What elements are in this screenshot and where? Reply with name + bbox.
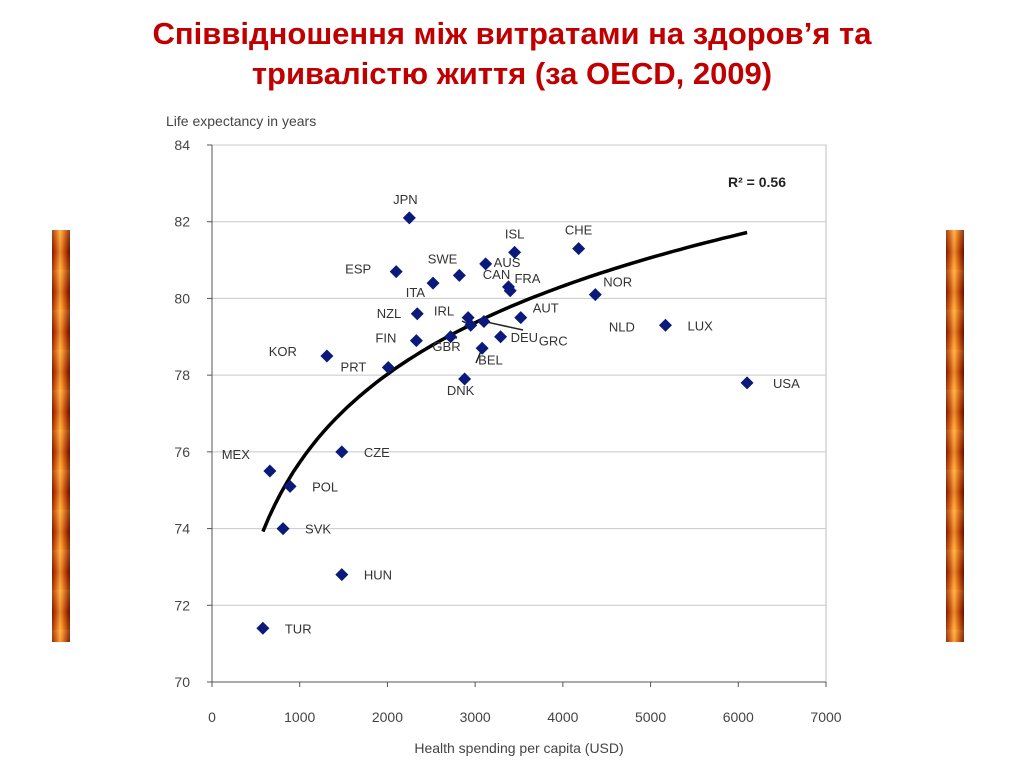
x-tick-label: 7000 xyxy=(810,709,841,725)
point-label-ita: ITA xyxy=(406,285,426,300)
point-label-lux: LUX xyxy=(687,318,713,333)
data-points: JPN ISL CHE ESP SWE AUS ITA FRA NOR CAN NZL IRL AUT L… xyxy=(222,192,800,636)
data-point-aut xyxy=(514,311,528,325)
x-axis-title: Health spending per capita (USD) xyxy=(414,740,623,756)
data-point-cze xyxy=(335,445,349,459)
flame-decoration-left xyxy=(52,230,70,642)
gridlines xyxy=(212,144,826,606)
data-point-mex xyxy=(263,464,277,478)
point-label-can: CAN xyxy=(483,267,510,282)
point-label-nld: NLD xyxy=(609,319,635,334)
point-label-kor: KOR xyxy=(269,344,297,359)
data-point-aus xyxy=(479,257,493,271)
point-label-bel: BEL xyxy=(478,352,503,367)
r-squared-annotation: R² = 0.56 xyxy=(728,174,786,190)
data-point-lux xyxy=(658,318,672,332)
point-label-cze: CZE xyxy=(364,445,390,460)
point-label-grc: GRC xyxy=(539,333,568,348)
data-point-esp xyxy=(389,265,403,279)
slide-title-line-2: тривалістю життя (за OECD, 2009) xyxy=(251,56,773,91)
data-point-prt xyxy=(381,360,395,374)
point-label-pol: POL xyxy=(312,479,338,494)
flame-decoration-right xyxy=(946,230,964,642)
trend-curve xyxy=(261,230,748,533)
point-label-svk: SVK xyxy=(305,522,331,537)
point-label-tur: TUR xyxy=(285,621,312,636)
data-point-tur xyxy=(256,621,270,635)
point-label-jpn: JPN xyxy=(393,192,418,207)
point-label-dnk: DNK xyxy=(447,383,475,398)
data-point-deu xyxy=(494,330,508,344)
point-label-nor: NOR xyxy=(603,275,632,290)
point-label-fra: FRA xyxy=(514,271,540,286)
data-point-pol xyxy=(283,479,297,493)
data-point-fin xyxy=(409,334,423,348)
data-point-dnk xyxy=(458,372,472,386)
point-label-usa: USA xyxy=(773,376,800,391)
point-label-che: CHE xyxy=(565,223,593,238)
x-tick-label: 6000 xyxy=(723,709,754,725)
leader-line xyxy=(483,320,524,331)
data-point-gbr xyxy=(444,330,458,344)
x-tick-label: 2000 xyxy=(372,709,403,725)
data-point-nld xyxy=(477,314,491,328)
plot-area xyxy=(211,144,827,683)
point-label-aut: AUT xyxy=(533,301,559,316)
data-point-nzl xyxy=(410,307,424,321)
data-point-isl xyxy=(508,245,522,259)
point-label-isl: ISL xyxy=(505,226,525,241)
point-label-mex: MEX xyxy=(222,447,251,462)
x-axis-ticks: 0 1000 2000 3000 4000 5000 6000 7000 xyxy=(208,682,842,725)
y-tick-label: 74 xyxy=(174,521,190,537)
data-point-che xyxy=(572,242,586,256)
slide-title-line-1: Співвідношення між витратами на здоров’я… xyxy=(152,16,872,51)
y-tick-label: 82 xyxy=(174,214,190,230)
data-point-hun xyxy=(335,568,349,582)
y-axis-ticks: 70 72 74 76 78 80 82 84 xyxy=(174,137,212,690)
y-axis-title: Life expectancy in years xyxy=(166,113,316,129)
x-tick-label: 4000 xyxy=(547,709,578,725)
data-point-can xyxy=(503,284,517,298)
point-label-irl: IRL xyxy=(434,304,454,319)
point-label-nzl: NZL xyxy=(377,306,402,321)
data-point-svk xyxy=(276,522,290,536)
point-label-swe: SWE xyxy=(428,251,458,266)
point-label-hun: HUN xyxy=(364,568,392,583)
point-label-deu: DEU xyxy=(511,330,538,345)
y-tick-label: 80 xyxy=(174,290,190,306)
y-tick-label: 72 xyxy=(174,597,190,613)
data-point-bel xyxy=(475,341,489,355)
point-label-prt: PRT xyxy=(341,359,367,374)
slide-title: Співвідношення між витратами на здоров’я… xyxy=(0,14,1024,94)
point-label-fin: FIN xyxy=(375,331,396,346)
x-tick-label: 5000 xyxy=(635,709,666,725)
x-tick-label: 0 xyxy=(208,709,216,725)
y-tick-label: 84 xyxy=(174,137,190,153)
y-tick-label: 78 xyxy=(174,367,190,383)
data-point-jpn xyxy=(402,211,416,225)
data-point-swe xyxy=(452,268,466,282)
y-tick-label: 76 xyxy=(174,444,190,460)
point-label-gbr: GBR xyxy=(432,339,460,354)
data-point-ita xyxy=(426,276,440,290)
point-label-aus: AUS xyxy=(494,255,521,270)
y-tick-label: 70 xyxy=(174,674,190,690)
x-tick-label: 1000 xyxy=(284,709,315,725)
data-point-kor xyxy=(320,349,334,363)
x-tick-label: 3000 xyxy=(460,709,491,725)
data-point-usa xyxy=(740,376,754,390)
point-label-esp: ESP xyxy=(345,262,371,277)
data-point-nor xyxy=(588,288,602,302)
data-point-grc xyxy=(464,318,478,332)
